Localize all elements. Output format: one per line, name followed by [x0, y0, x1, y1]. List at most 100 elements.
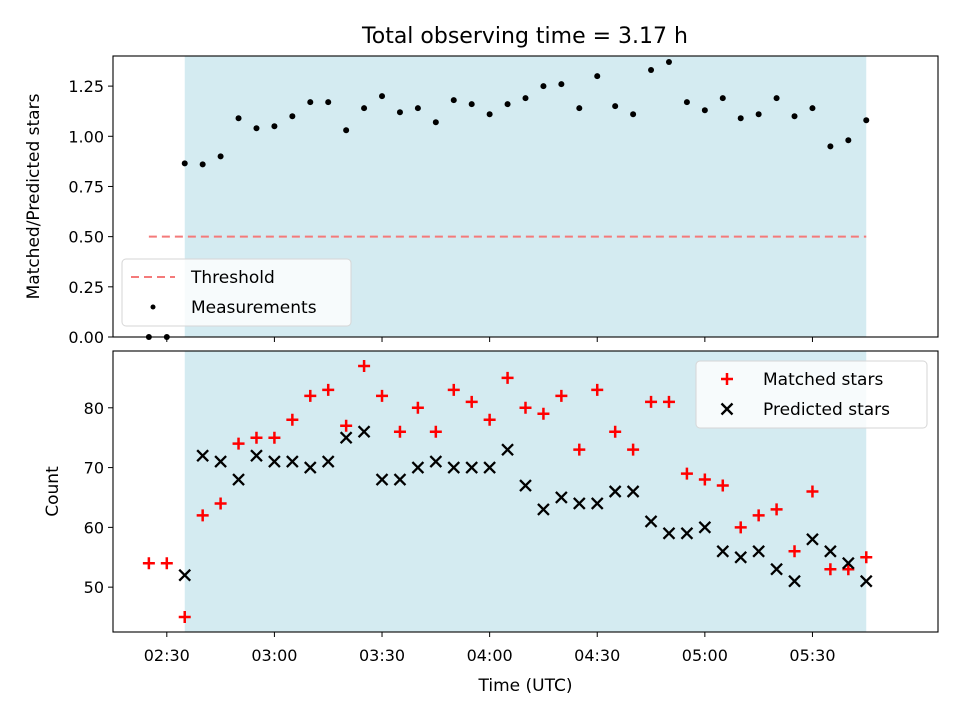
matched-point	[358, 359, 371, 372]
matched-point	[770, 503, 783, 516]
predicted-point	[447, 461, 461, 474]
matched-point	[573, 443, 586, 456]
measurement-point	[791, 113, 798, 120]
measurement-point	[701, 107, 708, 114]
predicted-point	[537, 503, 550, 516]
legend-box	[121, 258, 352, 327]
measurement-point	[325, 99, 332, 106]
legend-top: Threshold Measurements	[121, 258, 352, 327]
matched-point	[322, 383, 335, 396]
measurement-point	[522, 95, 529, 102]
y-axis-title: Count	[43, 466, 63, 517]
measurement-point	[737, 115, 744, 122]
matched-point	[537, 407, 550, 420]
measurement-point	[630, 111, 637, 118]
matched-point	[483, 413, 496, 426]
predicted-point	[321, 455, 335, 468]
y-tick-label: 0.25	[68, 278, 104, 297]
y-tick-label: 70	[84, 459, 104, 478]
measurement-point	[468, 101, 475, 108]
matched-point	[842, 563, 855, 576]
matched-point	[788, 545, 801, 558]
predicted-point	[752, 544, 765, 558]
predicted-point	[393, 473, 407, 486]
matched-point	[465, 395, 478, 408]
matched-point	[519, 401, 532, 414]
matched-point	[555, 389, 568, 402]
predicted-point	[196, 449, 209, 462]
legend-measurement-label: Measurements	[191, 298, 317, 318]
matched-point	[196, 509, 209, 522]
measurement-point	[809, 105, 816, 112]
predicted-point	[842, 556, 855, 570]
measurement-point	[594, 73, 601, 80]
predicted-point	[572, 497, 586, 510]
x-tick-label: 03:00	[251, 646, 297, 665]
legend-predicted-swatch	[720, 402, 734, 416]
matched-point	[286, 413, 299, 426]
measurement-point	[486, 111, 493, 118]
measurement-point	[648, 67, 655, 74]
matched-point	[447, 383, 460, 396]
predicted-point	[734, 550, 748, 564]
measurement-point	[719, 95, 726, 102]
predicted-point	[608, 485, 622, 498]
measurement-point	[181, 160, 188, 167]
matched-point	[178, 611, 191, 624]
matched-point	[645, 395, 658, 408]
measurement-point	[540, 83, 547, 90]
predicted-point	[662, 527, 676, 540]
matched-point	[752, 509, 765, 522]
predicted-point	[716, 544, 730, 558]
matched-point	[376, 389, 389, 402]
measurement-point	[504, 101, 511, 108]
measurement-point	[396, 109, 403, 116]
measurement-point	[414, 105, 421, 112]
predicted-point	[770, 562, 783, 576]
measurement-point	[450, 97, 457, 104]
matched-point	[824, 563, 837, 576]
y-tick-label: 1.00	[68, 127, 104, 146]
predicted-point	[268, 455, 281, 468]
measurement-point	[289, 113, 296, 120]
measurement-point	[576, 105, 583, 112]
matched-point	[268, 431, 281, 444]
y-tick-label: 60	[84, 518, 104, 537]
predicted-point	[824, 544, 837, 558]
predicted-point	[339, 431, 353, 445]
predicted-point	[788, 574, 801, 588]
predicted-point	[519, 479, 532, 492]
x-tick-label: 02:30	[144, 646, 190, 665]
matched-point	[250, 431, 263, 444]
matched-point	[340, 419, 353, 432]
x-tick-label: 04:30	[574, 646, 620, 665]
predicted-point	[698, 521, 712, 534]
matched-point	[429, 425, 442, 438]
x-tick-label: 04:00	[467, 646, 513, 665]
measurement-point	[271, 123, 278, 130]
matched-point	[160, 557, 173, 570]
matched-point	[304, 389, 317, 402]
predicted-point	[806, 533, 819, 546]
predicted-point	[232, 473, 245, 486]
measurement-point	[235, 115, 242, 122]
measurement-point	[612, 103, 619, 110]
matched-point	[609, 425, 622, 438]
x-axis-title: Time (UTC)	[478, 676, 573, 696]
y-tick-label: 0.75	[68, 177, 104, 196]
chart-title: Total observing time = 3.17 h	[361, 24, 688, 49]
legend-matched-swatch	[721, 373, 733, 385]
matched-point	[393, 425, 406, 438]
matched-point	[698, 473, 711, 486]
predicted-point	[859, 574, 873, 588]
measurement-point	[773, 95, 780, 102]
measurement-point	[379, 93, 386, 100]
y-tick-label: 1.25	[68, 77, 104, 96]
y-tick-label: 0.50	[68, 228, 104, 247]
measurement-point	[307, 99, 314, 106]
plot-frame	[112, 55, 939, 338]
matched-point	[806, 485, 819, 498]
predicted-point	[590, 497, 604, 510]
measurement-point	[217, 153, 224, 160]
matched-point	[680, 467, 693, 480]
